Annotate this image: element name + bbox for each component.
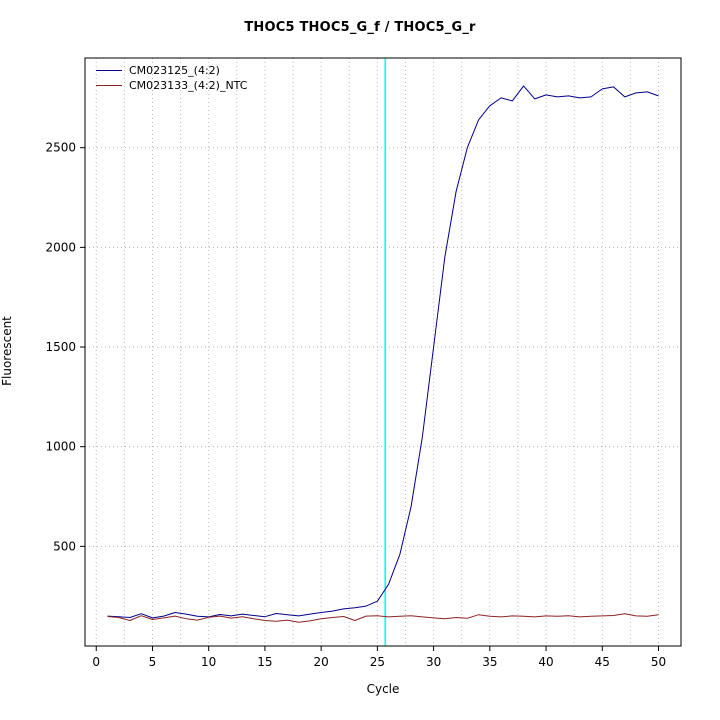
y-tick-label: 500	[53, 539, 76, 553]
legend-label-ntc: CM023133_(4:2)_NTC	[129, 79, 248, 92]
x-axis-label: Cycle	[366, 682, 400, 696]
y-tick-label: 2000	[45, 240, 76, 254]
x-tick-label: 10	[201, 655, 216, 669]
series-line-CM023133_(4:2)_NTC	[107, 613, 659, 623]
series-line-CM023125_(4:2)	[107, 85, 659, 619]
y-axis-label: Fluorescent	[0, 316, 14, 386]
legend-entry-sample: CM023125_(4:2)	[96, 63, 247, 78]
y-tick-label: 1500	[45, 340, 76, 354]
x-tick-label: 25	[370, 655, 385, 669]
legend-entry-ntc: CM023133_(4:2)_NTC	[96, 78, 247, 93]
x-tick-label: 5	[149, 655, 157, 669]
x-tick-label: 50	[651, 655, 666, 669]
x-tick-label: 45	[595, 655, 610, 669]
x-tick-label: 0	[92, 655, 100, 669]
x-tick-label: 40	[538, 655, 553, 669]
chart-title: THOC5 THOC5_G_f / THOC5_G_r	[244, 20, 476, 35]
legend: CM023125_(4:2) CM023133_(4:2)_NTC	[96, 63, 247, 93]
plot-border	[84, 57, 682, 647]
y-tick-label: 2500	[45, 141, 76, 155]
x-tick-label: 15	[257, 655, 272, 669]
legend-line-ntc	[96, 85, 122, 86]
x-tick-label: 20	[314, 655, 329, 669]
x-tick-label: 30	[426, 655, 441, 669]
legend-line-sample	[96, 70, 122, 71]
legend-label-sample: CM023125_(4:2)	[129, 64, 220, 77]
x-tick-label: 35	[482, 655, 497, 669]
y-tick-label: 1000	[45, 440, 76, 454]
